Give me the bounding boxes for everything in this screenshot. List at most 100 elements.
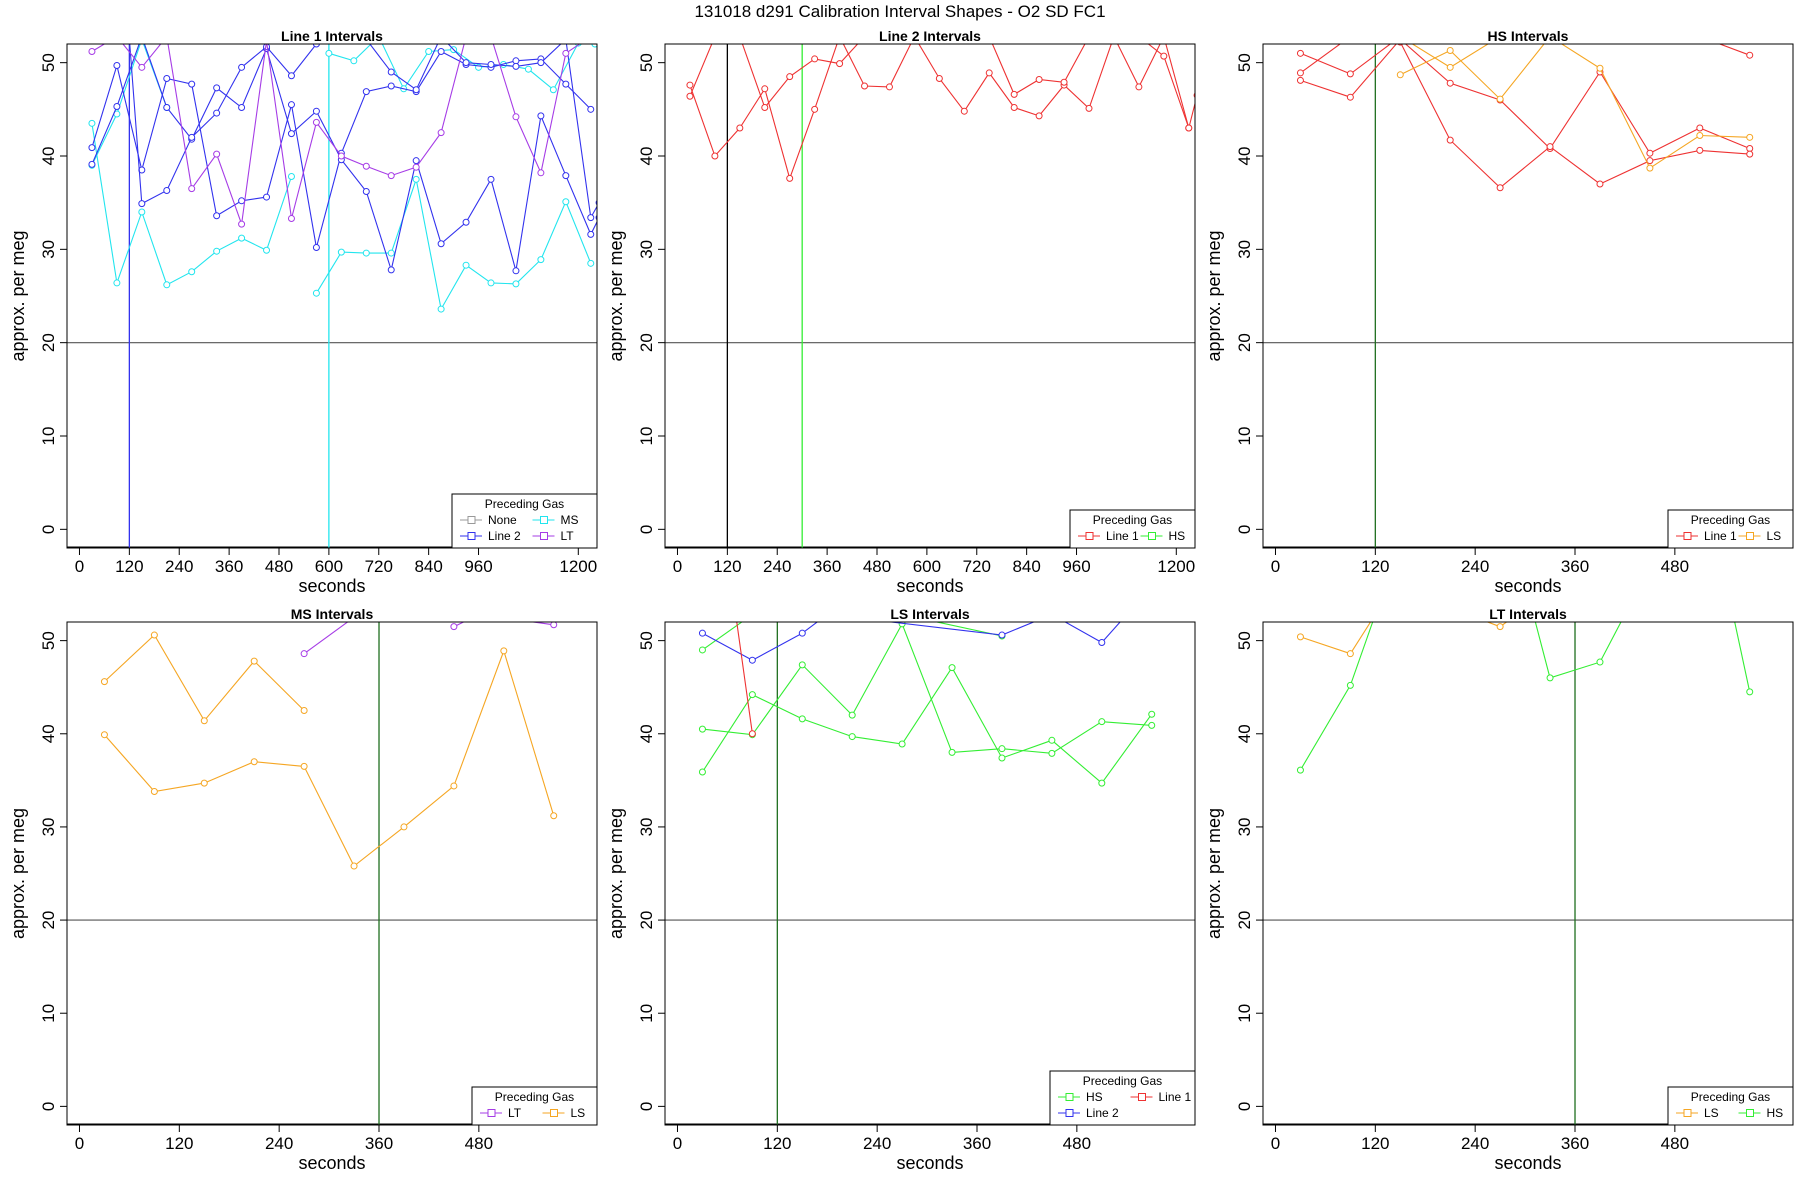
y-tick-label: 10 — [39, 427, 58, 446]
data-point — [1049, 612, 1055, 618]
series-line — [1300, 44, 1750, 189]
data-point — [238, 103, 246, 111]
data-point — [562, 49, 570, 57]
legend-label: LS — [1767, 529, 1782, 543]
legend: Preceding Gas LT LS — [471, 1086, 598, 1126]
data-point — [1596, 64, 1604, 72]
plot-area — [1263, 622, 1793, 1125]
plot-area — [665, 612, 1195, 1125]
x-tick-label: 240 — [1461, 557, 1489, 576]
x-tick-label: 120 — [165, 1134, 193, 1153]
data-point — [263, 193, 271, 201]
y-tick-label: 40 — [637, 147, 656, 166]
data-point — [1397, 34, 1403, 40]
data-point — [698, 646, 706, 654]
legend-swatch-marker — [1065, 1093, 1074, 1101]
plot-frame — [1262, 621, 1794, 1126]
chart-panel: LS Intervals 0 10 20 30 40 50 0 120 240 360 480 seco… — [606, 606, 1196, 1173]
y-tick-label: 10 — [637, 1004, 656, 1023]
data-point — [287, 72, 295, 80]
data-point — [238, 197, 246, 205]
y-tick-label: 20 — [1235, 333, 1254, 352]
data-point — [749, 612, 755, 618]
data-point — [437, 129, 445, 137]
data-point — [524, 65, 532, 73]
x-tick-label: 1200 — [1157, 557, 1195, 576]
series-line — [103, 649, 555, 867]
y-tick-label: 0 — [637, 525, 656, 534]
data-point — [450, 782, 458, 790]
data-point — [412, 86, 420, 94]
data-point — [163, 103, 171, 111]
series-line — [1534, 622, 1622, 679]
data-point — [387, 266, 395, 274]
x-tick-label: 480 — [265, 557, 293, 576]
data-point — [1060, 78, 1068, 86]
data-point — [562, 172, 570, 180]
data-point — [1296, 633, 1304, 641]
data-point — [387, 82, 395, 90]
data-point — [487, 279, 495, 287]
data-point — [550, 812, 558, 820]
series-line — [91, 123, 293, 286]
x-tick-label: 360 — [963, 1134, 991, 1153]
data-point — [476, 612, 482, 618]
data-point — [88, 144, 96, 152]
panel-title: HS Intervals — [1488, 28, 1569, 44]
data-point — [1546, 674, 1554, 682]
figure-title: 131018 d291 Calibration Interval Shapes … — [694, 2, 1105, 21]
data-point — [698, 725, 706, 733]
legend-label: Line 1 — [1704, 529, 1737, 543]
data-point — [113, 61, 121, 69]
x-tick-label: 840 — [1012, 557, 1040, 576]
chart-panels: Line 1 Intervals 0 10 20 30 40 50 0 120 240 360 480… — [8, 28, 1794, 1173]
data-point — [698, 629, 706, 637]
series-line — [689, 44, 1190, 129]
data-point — [337, 152, 345, 160]
legend-swatch-marker — [550, 1109, 558, 1117]
data-point — [985, 69, 993, 77]
panel-title: LS Intervals — [890, 606, 970, 622]
y-tick-label: 0 — [1235, 1102, 1254, 1111]
x-tick-label: 360 — [1561, 1134, 1589, 1153]
y-tick-label: 20 — [39, 911, 58, 930]
data-point — [885, 83, 893, 91]
data-point — [100, 678, 108, 686]
data-point — [200, 717, 208, 725]
data-point — [425, 47, 433, 55]
x-axis-label: seconds — [1494, 576, 1561, 596]
x-tick-label: 1200 — [559, 557, 597, 576]
data-point — [1135, 83, 1143, 91]
data-point — [437, 305, 445, 313]
x-tick-label: 120 — [1361, 1134, 1389, 1153]
x-tick-label: 840 — [414, 557, 442, 576]
x-tick-label: 480 — [863, 557, 891, 576]
panel-title: Line 1 Intervals — [281, 28, 383, 44]
y-tick-label: 50 — [39, 53, 58, 72]
data-point — [1098, 718, 1106, 726]
data-point — [400, 823, 408, 831]
data-point — [1696, 124, 1704, 132]
data-point — [1546, 143, 1554, 151]
data-point — [312, 44, 320, 48]
data-point — [537, 59, 545, 67]
legend-swatch-marker — [487, 1109, 496, 1117]
data-point — [1161, 34, 1167, 40]
data-point — [300, 706, 308, 714]
data-point — [798, 715, 806, 723]
data-point — [1697, 34, 1703, 40]
series-line — [702, 622, 1003, 651]
data-point — [325, 49, 333, 57]
series-line — [1300, 44, 1750, 154]
y-tick-label: 50 — [1235, 53, 1254, 72]
series-line — [328, 44, 595, 91]
chart-panel: HS Intervals 0 10 20 30 40 50 0 120 240 360 480 seco… — [1204, 28, 1794, 596]
data-point — [837, 34, 843, 40]
data-point — [1647, 34, 1653, 40]
data-point — [163, 187, 171, 195]
plot-area — [1263, 34, 1793, 548]
data-point — [587, 105, 595, 113]
data-point — [811, 105, 819, 113]
data-point — [861, 82, 869, 90]
